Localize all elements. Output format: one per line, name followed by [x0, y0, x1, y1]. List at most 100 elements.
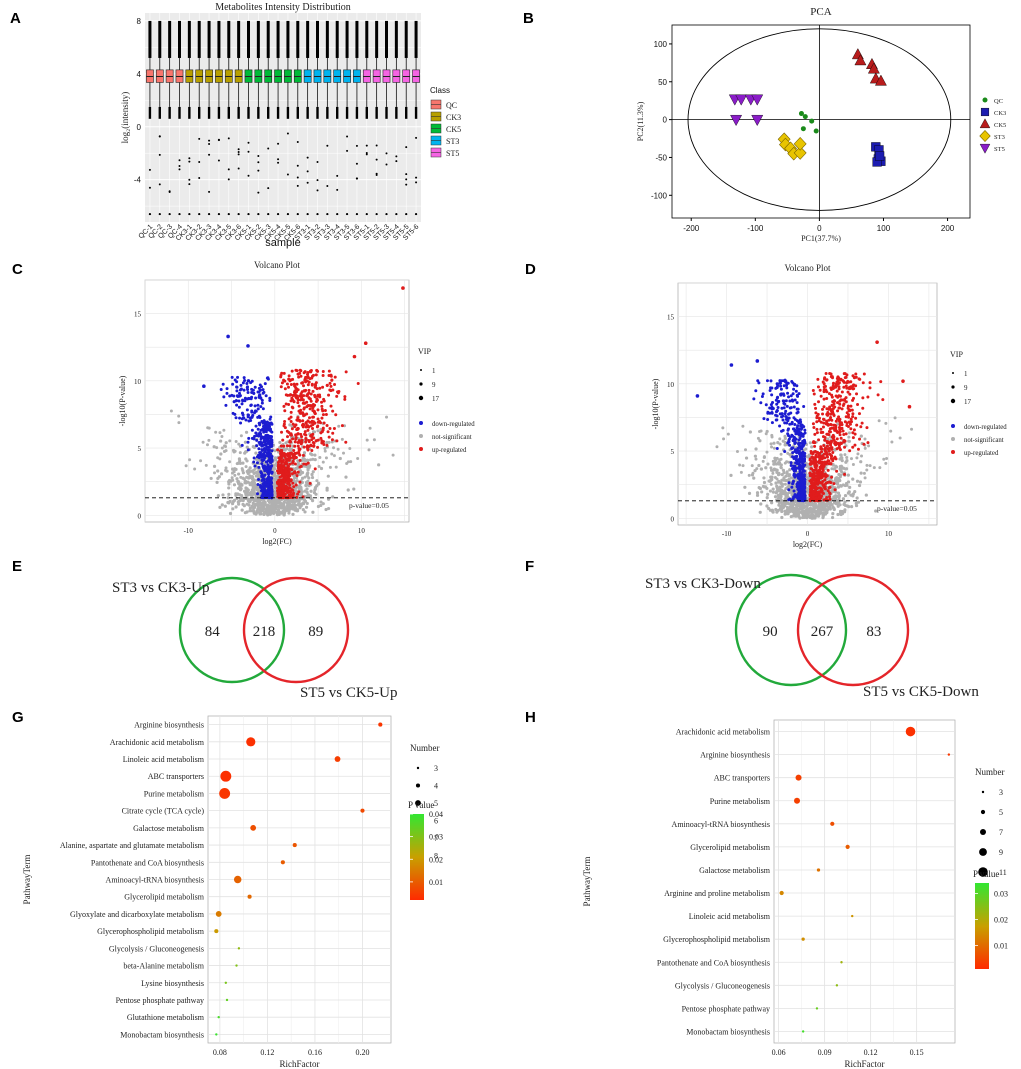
point-down-regulated — [786, 428, 790, 432]
point-up-regulated — [311, 426, 315, 430]
point-down-regulated — [770, 411, 774, 415]
point-up-regulated — [821, 425, 825, 429]
point-up-regulated — [812, 440, 816, 444]
point-down-regulated — [791, 482, 795, 486]
point-down-regulated — [798, 431, 802, 435]
point-up-regulated — [839, 436, 843, 440]
point-down-regulated — [775, 409, 779, 413]
point-not-significant — [845, 455, 849, 459]
point-not-significant — [285, 447, 289, 451]
point-not-significant — [237, 442, 241, 446]
point-up-regulated — [314, 381, 318, 385]
venn-left-count: 84 — [205, 624, 221, 640]
point-down-regulated — [239, 421, 243, 425]
point-not-significant — [774, 468, 778, 472]
point-up-regulated — [301, 419, 305, 423]
point-not-significant — [372, 438, 376, 442]
point-not-significant — [779, 452, 783, 456]
point-up-regulated — [828, 452, 832, 456]
legend-title: Class — [430, 86, 450, 95]
point-not-significant — [275, 510, 279, 514]
point-down-regulated — [762, 417, 766, 421]
point-not-significant — [323, 449, 327, 453]
point-not-significant — [241, 461, 245, 465]
point-not-significant — [319, 500, 323, 504]
point-up-regulated — [285, 485, 289, 489]
point-not-significant — [846, 491, 851, 495]
outlier-point — [188, 178, 191, 181]
point-down-regulated — [788, 422, 792, 426]
point-down-regulated — [768, 389, 772, 393]
point-up-regulated — [838, 433, 842, 437]
point-not-significant — [193, 467, 197, 471]
point-not-significant — [306, 458, 310, 462]
point-up-regulated — [842, 402, 846, 406]
point-down-regulated — [798, 468, 802, 472]
point-up-regulated — [298, 371, 302, 375]
point-not-significant — [808, 506, 813, 511]
point-not-significant — [715, 445, 719, 449]
point-down-regulated — [770, 421, 774, 425]
point-up-regulated — [307, 380, 311, 384]
point-not-significant — [227, 486, 231, 490]
point-up-regulated — [302, 462, 306, 466]
point-not-significant — [839, 512, 843, 517]
point-up-regulated — [293, 392, 297, 396]
point-up-regulated — [298, 440, 302, 444]
point-up-regulated — [284, 469, 288, 473]
point-not-significant — [780, 515, 784, 520]
point-up-regulated — [321, 369, 325, 373]
point-not-significant — [784, 494, 788, 498]
point-down-regulated — [794, 428, 798, 432]
point-not-significant — [764, 466, 768, 470]
point-not-significant — [295, 499, 299, 503]
point-down-regulated — [787, 440, 791, 444]
point-not-significant — [735, 450, 739, 454]
point-up-regulated — [307, 388, 311, 392]
point-up-regulated — [298, 480, 302, 484]
point-up-regulated — [823, 376, 827, 380]
outlier-point-min — [168, 212, 171, 216]
point-down-regulated — [255, 434, 259, 438]
outlier-point — [237, 148, 240, 151]
point-up-regulated — [315, 425, 319, 429]
point-not-significant — [762, 455, 766, 459]
legend-marker-ST5 — [979, 143, 991, 154]
point-not-significant — [775, 486, 779, 490]
point-down-regulated — [798, 453, 802, 457]
point-not-significant — [314, 492, 318, 496]
legend-label-not-significant: not-significant — [432, 434, 472, 441]
point-not-significant — [231, 507, 235, 511]
outlier-point — [237, 150, 240, 153]
point-down-regulated — [264, 491, 268, 495]
point-not-significant — [755, 491, 760, 495]
point-down-regulated — [256, 492, 260, 496]
point-not-significant — [850, 505, 854, 509]
point-up-regulated — [812, 426, 816, 430]
point-up-regulated — [829, 423, 833, 427]
point-not-significant — [243, 440, 248, 444]
point-up-regulated — [302, 401, 306, 405]
point-up-regulated — [319, 421, 323, 425]
point-up-regulated — [828, 427, 832, 431]
point-not-significant — [242, 477, 246, 481]
point-up-regulated — [820, 450, 824, 454]
point-down-regulated — [246, 388, 250, 392]
point-not-significant — [769, 482, 773, 486]
point-up-regulated — [302, 407, 306, 411]
point-not-significant — [216, 469, 220, 473]
point-up-regulated — [276, 469, 280, 473]
point-up-regulated — [288, 393, 292, 397]
point-up-regulated — [280, 430, 284, 434]
point-not-significant — [839, 484, 843, 488]
point-not-significant — [323, 446, 327, 450]
point-not-significant — [826, 437, 830, 441]
point-not-significant — [845, 458, 849, 463]
point-up-regulated — [808, 462, 812, 466]
outlier-point — [168, 190, 171, 193]
legend-marker-up-regulated — [419, 447, 423, 451]
legend-label-down-regulated: down-regulated — [964, 424, 1007, 431]
outlier-point — [277, 158, 280, 161]
point-up-regulated — [283, 426, 287, 430]
point-down-regulated — [253, 385, 257, 389]
